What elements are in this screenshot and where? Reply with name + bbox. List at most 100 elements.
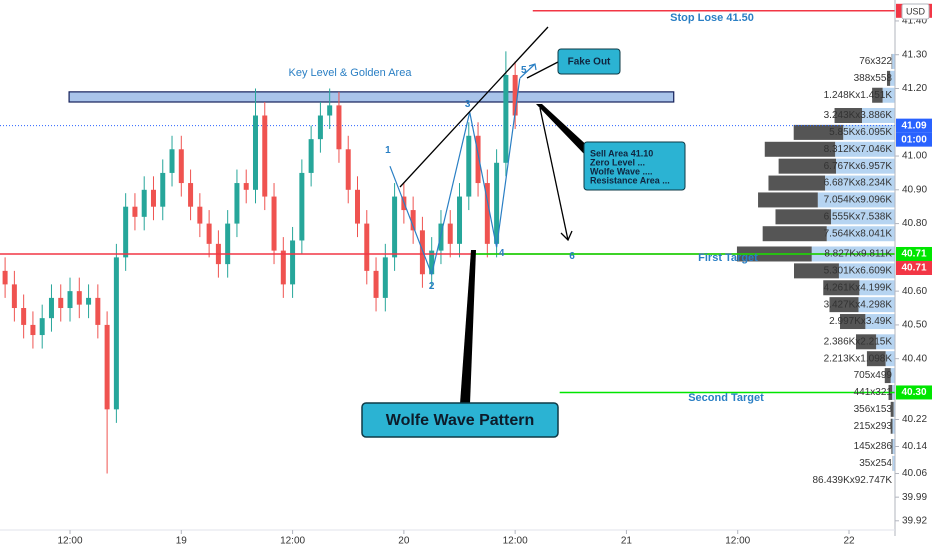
y-tick-label: 40.90 — [902, 184, 927, 195]
profile-buy — [884, 368, 891, 384]
profile-buy — [839, 314, 866, 330]
candle-body — [243, 183, 249, 190]
profile-buy — [793, 124, 844, 140]
candle-body — [48, 297, 54, 319]
profile-sell — [843, 124, 895, 140]
candle-body — [123, 206, 129, 258]
fake-out-text: Fake Out — [568, 57, 611, 68]
profile-label: 2.386Kx2.215K — [824, 336, 893, 347]
candle-body — [132, 206, 138, 217]
profile-sell — [892, 418, 895, 434]
profile-label: 705x499 — [854, 370, 893, 381]
candle-body — [392, 196, 398, 258]
target-arrow — [539, 107, 569, 241]
x-tick-label: 21 — [621, 536, 633, 547]
sell-note-box — [583, 141, 686, 191]
level-tag-bg — [896, 385, 932, 400]
profile-sell — [892, 455, 895, 471]
profile-sell — [882, 87, 895, 103]
candle-body — [447, 223, 453, 244]
profile-label: 35x254 — [859, 458, 892, 469]
currency: USD — [906, 6, 926, 16]
profile-label: 76x322 — [859, 56, 892, 67]
fake-out-box — [557, 48, 621, 75]
candle-body — [308, 139, 314, 173]
profile-label: 5.85Kx6.095K — [829, 127, 892, 138]
candle-body — [475, 135, 481, 184]
profile-sell — [836, 158, 895, 174]
y-tick-label: 39.92 — [902, 515, 927, 526]
level-tag-bg — [896, 246, 932, 261]
support-tag-bg — [896, 260, 932, 275]
y-tick-label: 40.14 — [902, 441, 927, 452]
wave-point-label: 4 — [499, 248, 505, 259]
x-tick-label: 20 — [398, 536, 410, 547]
profile-buy — [872, 87, 883, 103]
profile-sell — [825, 175, 895, 191]
countdown-tag-bg — [896, 132, 932, 147]
candle-body — [113, 257, 119, 410]
profile-buy — [834, 108, 863, 124]
candle-body — [373, 270, 379, 298]
plot-area: 1 2 3 4 5 6 — [0, 10, 895, 474]
profile-sell — [890, 368, 895, 384]
sell-note-line: Zero Level ... — [590, 157, 645, 167]
candle-body — [252, 115, 258, 190]
current-price-tag: 41.09 — [901, 120, 926, 131]
profile-label: 6.767Kx6.957K — [824, 161, 893, 172]
profile-buy — [762, 226, 827, 242]
arrow-head — [528, 63, 537, 71]
y-tick-label: 40.50 — [902, 320, 927, 331]
wave-point-label: 3 — [465, 99, 471, 110]
profile-label: 441x321 — [854, 387, 893, 398]
y-tick-label: 40.60 — [902, 286, 927, 297]
candle-body — [58, 297, 64, 309]
candle-body — [299, 172, 305, 241]
candle-body — [206, 223, 212, 244]
level-label: First Target — [698, 252, 758, 264]
candle-body — [30, 324, 36, 336]
candle-body — [345, 149, 351, 190]
pattern-label: Wolfe Wave Pattern — [386, 412, 534, 429]
callout-pointer — [460, 250, 476, 404]
sell-note-line: Resistance Area ... — [590, 175, 670, 185]
candle-body — [169, 149, 175, 173]
profile-label: 8.312Kx7.046K — [824, 144, 893, 155]
callout-pointer — [536, 104, 592, 156]
price-axis-bg — [895, 0, 932, 550]
profile-label: 6.555Kx7.538K — [824, 211, 893, 222]
key-area — [68, 91, 675, 103]
y-tick-label: 40.22 — [902, 414, 927, 425]
candle-body — [160, 172, 166, 207]
candle-body — [410, 210, 416, 231]
profile-sell — [826, 226, 895, 242]
candle-body — [86, 297, 92, 305]
profile-label: 1.248Kx1.451K — [824, 90, 893, 101]
wave-point-label: 1 — [385, 145, 391, 156]
profile-label: 215x293 — [854, 421, 893, 432]
candle-body — [39, 318, 45, 336]
candle-body — [2, 270, 8, 285]
profile-label: 388x558 — [854, 73, 893, 84]
y-tick-label: 41.40 — [902, 16, 927, 27]
candle-body — [76, 291, 82, 305]
profile-sell — [893, 401, 895, 417]
profile-sell — [817, 192, 895, 208]
candle-body — [484, 183, 490, 244]
profile-sell — [890, 70, 895, 86]
candle-body — [327, 105, 333, 116]
profile-buy — [823, 280, 860, 296]
profile-sell — [858, 297, 895, 313]
level-label: Stop Lose 41.50 — [670, 12, 754, 24]
candle-body — [317, 115, 323, 140]
profile-buy — [829, 297, 859, 313]
wave-point-label: 2 — [429, 281, 435, 292]
candle-body — [150, 189, 156, 207]
profile-buy — [768, 175, 826, 191]
profile-buy — [891, 53, 893, 69]
candle-body — [21, 308, 27, 325]
candle-body — [419, 230, 425, 275]
profile-label: 2.997Kx3.49K — [829, 316, 892, 327]
x-tick-label: 22 — [843, 536, 855, 547]
